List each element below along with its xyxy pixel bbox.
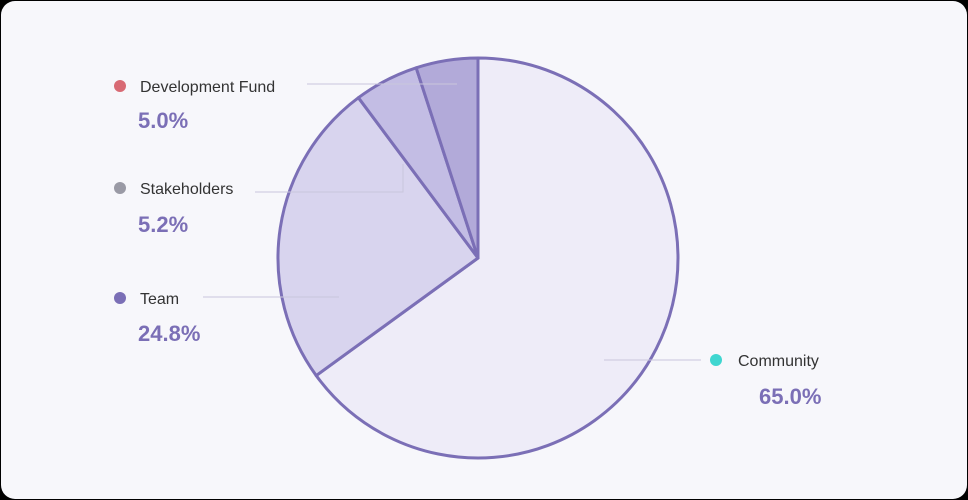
legend-dot-team — [114, 292, 126, 304]
pie-callouts: Community 65.0% Team 24.8% Stakeholders 5.2% D… — [114, 79, 821, 409]
legend-value-team: 24.8% — [138, 321, 200, 346]
legend-value-development-fund: 5.0% — [138, 108, 188, 133]
pie-slices — [276, 56, 680, 460]
legend-value-stakeholders: 5.2% — [138, 212, 188, 237]
legend-value-community: 65.0% — [759, 384, 821, 409]
legend-dot-development-fund — [114, 80, 126, 92]
legend-dot-stakeholders — [114, 182, 126, 194]
pie-slice-team[interactable] — [276, 96, 480, 378]
pie-slice-development-fund[interactable] — [414, 56, 480, 260]
legend-label-community: Community — [738, 353, 819, 370]
legend-label-development-fund: Development Fund — [140, 79, 275, 96]
pie-slice-community[interactable] — [314, 56, 680, 460]
leader-line-stakeholders — [255, 164, 404, 193]
legend-dot-community — [710, 354, 722, 366]
legend-label-team: Team — [140, 291, 179, 308]
legend-label-stakeholders: Stakeholders — [140, 181, 233, 198]
